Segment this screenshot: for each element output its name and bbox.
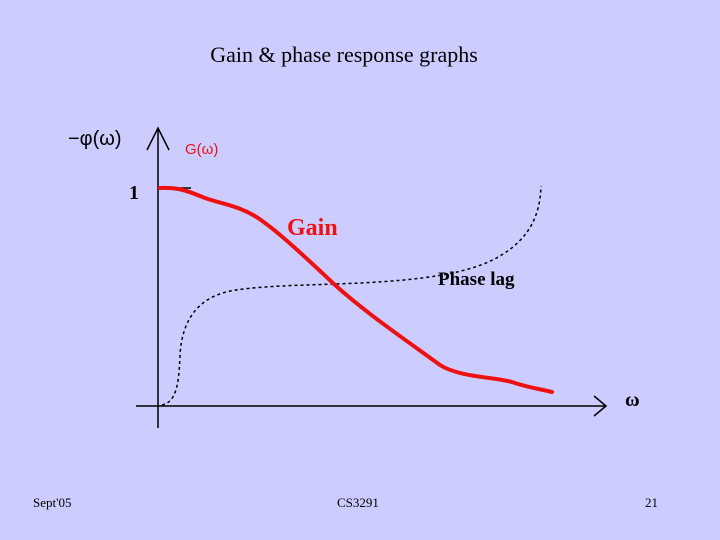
footer-course: CS3291 (337, 495, 379, 510)
gain-curve-label: Gain (287, 215, 338, 241)
phase-lag-curve (161, 185, 542, 406)
slide-title: Gain & phase response graphs (210, 42, 478, 67)
y-tick-one-label: 1 (129, 182, 139, 204)
footer-page-number: 21 (645, 495, 658, 510)
gain-curve (158, 185, 554, 394)
y-axis-label-gain: G(ω) (185, 141, 218, 158)
y-axis-arrowhead (146, 126, 170, 151)
footer-date: Sept'05 (33, 495, 72, 510)
y-axis-label-phase: −φ(ω) (68, 128, 122, 150)
x-axis-arrowhead (593, 395, 608, 417)
phase-lag-label: Phase lag (438, 269, 515, 290)
x-axis-label: ω (625, 389, 640, 411)
